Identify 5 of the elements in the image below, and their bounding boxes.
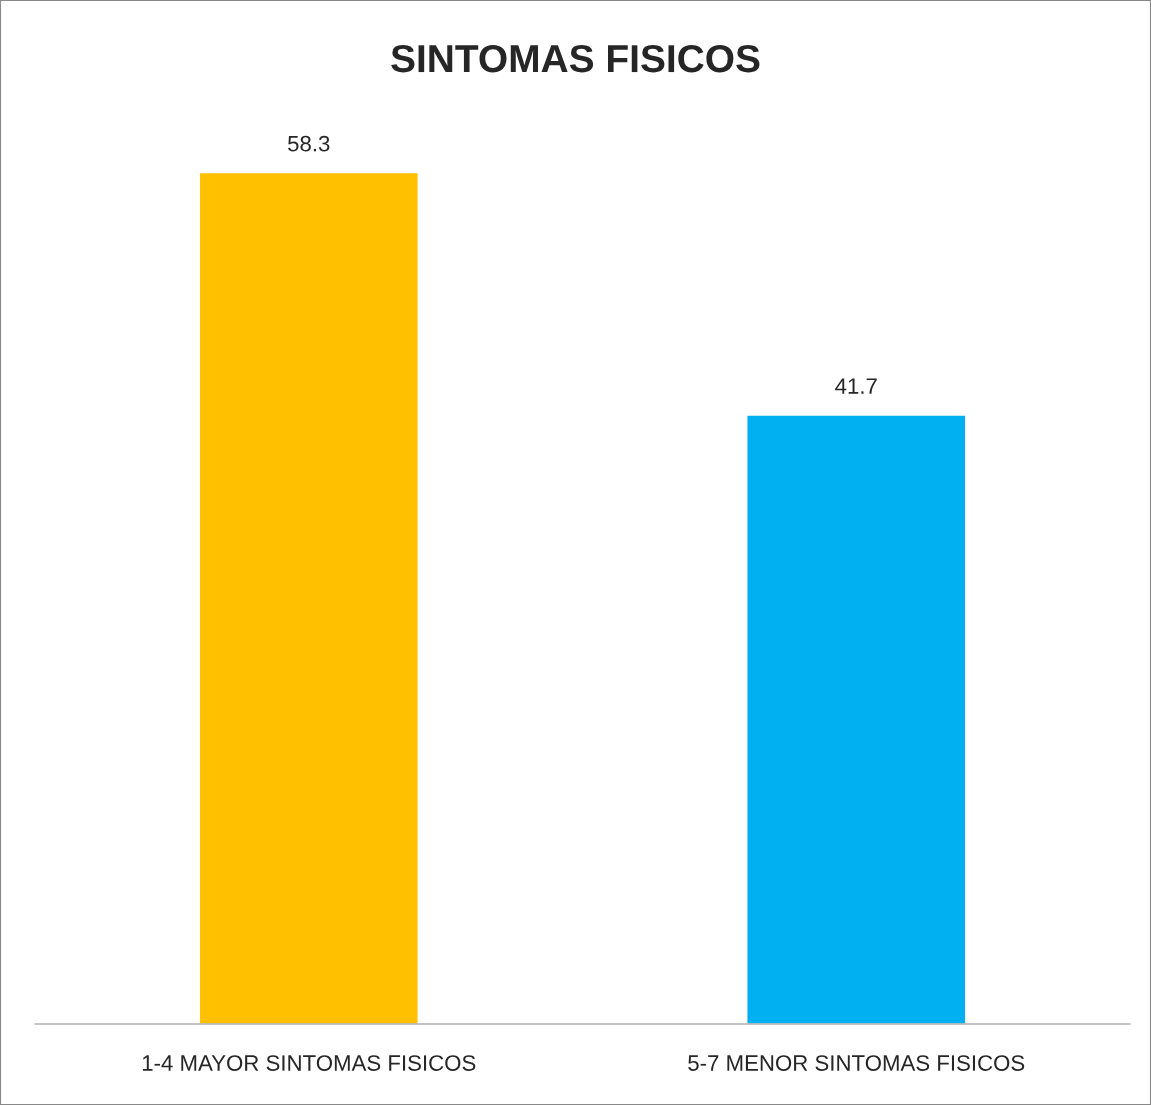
x-tick-label: 1-4 MAYOR SINTOMAS FISICOS — [142, 1055, 476, 1071]
data-label: 41.7 — [835, 378, 877, 394]
data-label: 58.3 — [288, 135, 330, 152]
x-tick-label: 5-7 MENOR SINTOMAS FISICOS — [688, 1055, 1025, 1071]
chart-title: SINTOMAS FISICOS — [391, 44, 760, 73]
